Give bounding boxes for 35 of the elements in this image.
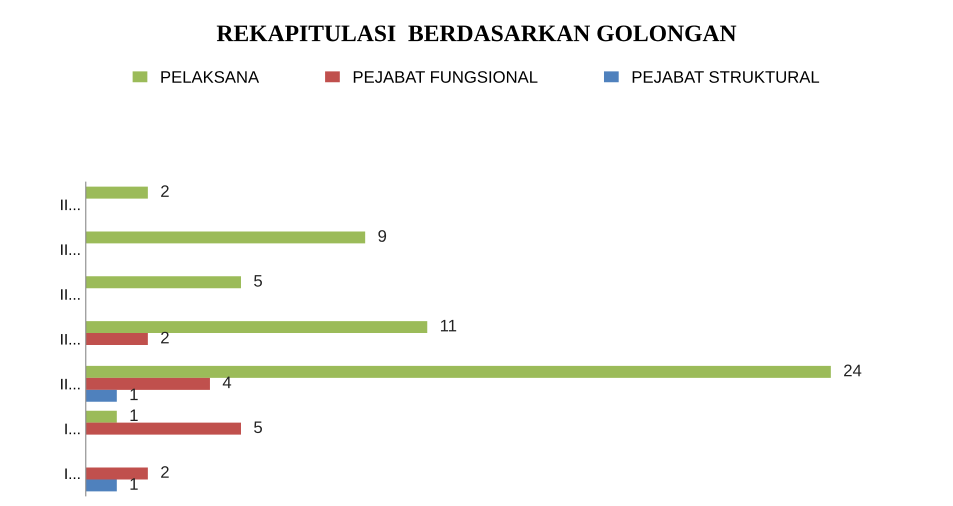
bar <box>86 378 210 390</box>
data-label: 2 <box>161 466 169 478</box>
bar <box>86 186 148 199</box>
chart-title: REKAPITULASI BERDASARKAN GOLONGAN <box>216 25 736 42</box>
data-label: 5 <box>254 422 262 434</box>
legend-label: PEJABAT STRUKTURAL <box>632 71 820 83</box>
bar <box>86 479 117 492</box>
bar <box>86 422 241 435</box>
data-label: 4 <box>222 376 232 388</box>
data-label: 1 <box>130 410 138 422</box>
data-label: 11 <box>440 320 456 332</box>
data-label: 1 <box>130 478 138 490</box>
y-tick-label: II... <box>61 334 80 345</box>
bar <box>86 276 241 288</box>
y-tick-label: II... <box>61 244 80 255</box>
y-tick-label: II... <box>61 378 80 390</box>
bar <box>86 410 117 423</box>
y-tick-label: I... <box>65 468 80 480</box>
bar <box>86 366 831 378</box>
legend-label: PELAKSANA <box>161 71 260 83</box>
legend-label: PEJABAT FUNGSIONAL <box>354 71 538 83</box>
data-label: 2 <box>161 332 169 344</box>
data-label: 24 <box>844 364 862 376</box>
data-label: 5 <box>254 275 262 287</box>
y-tick-label: II... <box>61 289 80 300</box>
y-tick-label: II... <box>61 200 80 210</box>
y-tick-label: I... <box>65 424 80 434</box>
data-label: 1 <box>130 388 138 400</box>
bar <box>86 333 148 345</box>
data-label: 9 <box>378 230 386 242</box>
data-label: 2 <box>161 185 169 197</box>
bar <box>86 467 148 480</box>
bar <box>86 321 428 334</box>
bar <box>86 390 117 402</box>
bar <box>86 231 366 244</box>
